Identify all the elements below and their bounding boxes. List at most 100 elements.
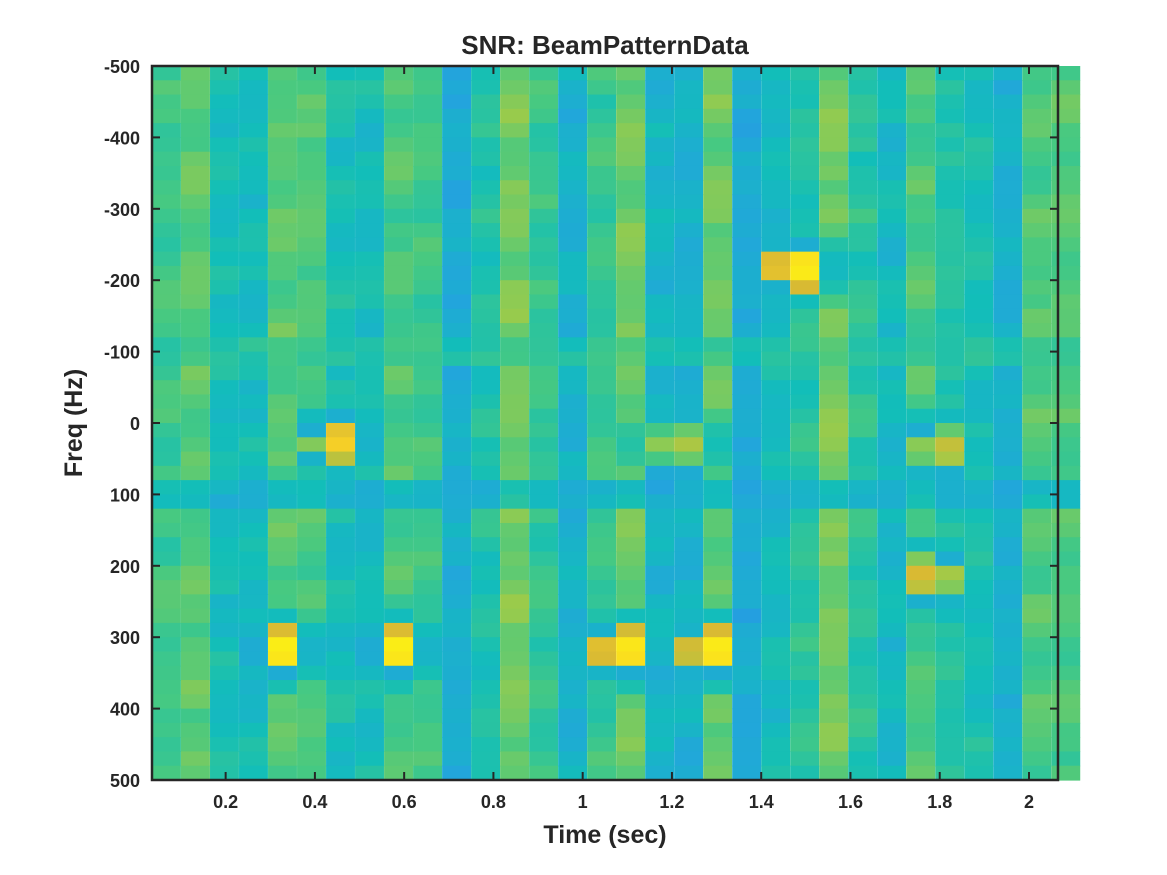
- heatmap-cell: [355, 637, 384, 652]
- heatmap-cell: [790, 195, 819, 210]
- heatmap-cell: [210, 252, 239, 267]
- heatmap-cell: [384, 80, 413, 95]
- heatmap-cell: [732, 152, 761, 167]
- heatmap-cell: [413, 394, 442, 409]
- heatmap-cell: [355, 252, 384, 267]
- heatmap-cell: [906, 366, 935, 381]
- heatmap-cell: [1022, 394, 1051, 409]
- heatmap-cell: [674, 223, 703, 238]
- heatmap-cell: [297, 566, 326, 581]
- heatmap-cell: [848, 609, 877, 624]
- heatmap-cell: [761, 566, 790, 581]
- heatmap-cell: [413, 294, 442, 309]
- heatmap-cell: [152, 352, 181, 367]
- heatmap-cell: [152, 737, 181, 752]
- heatmap-cell: [181, 166, 210, 181]
- heatmap-cell: [268, 80, 297, 95]
- heatmap-cell: [152, 423, 181, 438]
- heatmap-cell: [239, 66, 268, 81]
- heatmap-cell: [442, 423, 471, 438]
- heatmap-cell: [297, 537, 326, 552]
- heatmap-cell: [210, 509, 239, 524]
- heatmap-cell: [500, 309, 529, 324]
- heatmap-cell: [384, 680, 413, 695]
- heatmap-cell: [181, 109, 210, 124]
- heatmap-cell: [848, 751, 877, 766]
- heatmap-cell: [616, 537, 645, 552]
- heatmap-cell: [1051, 209, 1080, 224]
- heatmap-cell: [181, 195, 210, 210]
- heatmap-cell: [181, 766, 210, 781]
- heatmap-cell: [297, 480, 326, 495]
- heatmap-cell: [355, 352, 384, 367]
- heatmap-cell: [210, 394, 239, 409]
- heatmap-cell: [471, 209, 500, 224]
- heatmap-cell: [442, 152, 471, 167]
- heatmap-cell: [674, 480, 703, 495]
- heatmap-cell: [616, 580, 645, 595]
- heatmap-cell: [645, 152, 674, 167]
- heatmap-cell: [1051, 423, 1080, 438]
- heatmap-cell: [239, 637, 268, 652]
- heatmap-cell: [674, 280, 703, 295]
- heatmap-cell: [413, 423, 442, 438]
- heatmap-cell: [152, 280, 181, 295]
- heatmap-cell: [152, 723, 181, 738]
- heatmap-cell: [297, 609, 326, 624]
- heatmap-cell: [326, 480, 355, 495]
- heatmap-cell: [413, 480, 442, 495]
- heatmap-cell: [355, 109, 384, 124]
- x-tick-label: 1.2: [659, 792, 684, 812]
- heatmap-cell: [964, 209, 993, 224]
- heatmap-cell: [761, 80, 790, 95]
- heatmap-cell: [355, 509, 384, 524]
- heatmap-cell: [964, 723, 993, 738]
- heatmap-cell: [558, 566, 587, 581]
- heatmap-cell: [790, 509, 819, 524]
- heatmap-cell: [848, 680, 877, 695]
- heatmap-cell: [413, 352, 442, 367]
- heatmap-cell: [674, 95, 703, 110]
- heatmap-cell: [152, 223, 181, 238]
- heatmap-cell: [674, 766, 703, 781]
- heatmap-cell: [877, 466, 906, 481]
- heatmap-cell: [790, 337, 819, 352]
- heatmap-cell: [529, 723, 558, 738]
- heatmap-cell: [732, 195, 761, 210]
- heatmap-cell: [181, 366, 210, 381]
- heatmap-cell: [906, 252, 935, 267]
- heatmap-cell: [645, 66, 674, 81]
- heatmap-cell: [819, 623, 848, 638]
- heatmap-cell: [384, 180, 413, 195]
- heatmap-cell: [674, 566, 703, 581]
- heatmap-cell: [384, 280, 413, 295]
- heatmap-cell: [761, 766, 790, 781]
- y-axis-label: Freq (Hz): [60, 369, 88, 477]
- heatmap-cell: [674, 452, 703, 467]
- heatmap-cell: [268, 266, 297, 281]
- heatmap-cell: [877, 709, 906, 724]
- heatmap-cell: [442, 480, 471, 495]
- heatmap-cell: [877, 523, 906, 538]
- heatmap-cell: [297, 594, 326, 609]
- heatmap-cell: [993, 623, 1022, 638]
- heatmap-cell: [268, 323, 297, 338]
- heatmap-cell: [993, 723, 1022, 738]
- heatmap-cell: [906, 423, 935, 438]
- heatmap-cell: [645, 137, 674, 152]
- heatmap-cell: [906, 152, 935, 167]
- heatmap-cell: [645, 552, 674, 567]
- heatmap-cell: [587, 452, 616, 467]
- heatmap-cell: [181, 437, 210, 452]
- heatmap-cell: [558, 195, 587, 210]
- heatmap-cell: [790, 152, 819, 167]
- heatmap-cell: [558, 723, 587, 738]
- heatmap-cell: [210, 452, 239, 467]
- heatmap-cell: [674, 366, 703, 381]
- heatmap-cell: [1022, 566, 1051, 581]
- heatmap-cell: [616, 323, 645, 338]
- heatmap-cell: [442, 737, 471, 752]
- heatmap-cell: [587, 195, 616, 210]
- heatmap-cell: [1022, 709, 1051, 724]
- heatmap-cell: [471, 323, 500, 338]
